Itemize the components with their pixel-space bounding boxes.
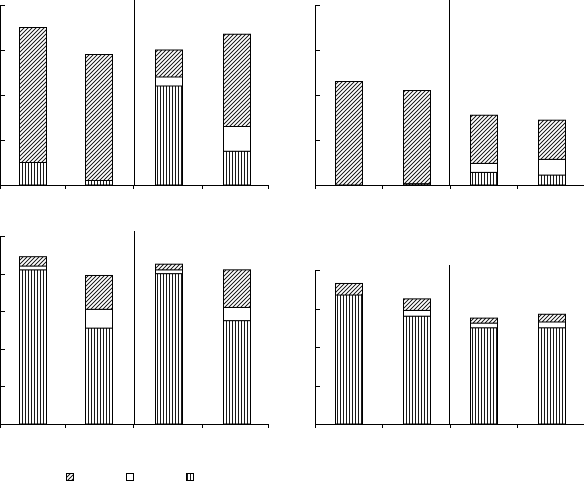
bar-segment-vertical-lines (85, 327, 113, 425)
stacked-bar (19, 27, 47, 186)
bar-segment-vertical-lines (403, 315, 431, 425)
bar-segment-diagonal-hatch (19, 27, 47, 163)
bar-segment-diagonal-hatch (335, 282, 363, 296)
bar-segment-open (223, 126, 251, 152)
legend-swatch (126, 473, 134, 481)
bar-segment-open (223, 306, 251, 322)
chart-panel-bottom-right (315, 265, 584, 428)
stacked-bar (403, 298, 431, 425)
chart-panel-bottom-left (0, 231, 269, 428)
bar-segment-vertical-lines (223, 150, 251, 186)
bar-segment-open (470, 322, 498, 329)
bar-segment-vertical-lines (470, 171, 498, 186)
stacked-bar (335, 81, 363, 186)
bar-segment-open (470, 162, 498, 173)
legend (66, 473, 194, 481)
legend-entry-open (126, 473, 134, 481)
bar-segment-vertical-lines (155, 273, 183, 425)
legend-swatch (186, 473, 194, 481)
stacked-bar (335, 282, 363, 425)
bar-segment-open (85, 308, 113, 329)
chart-panels (0, 0, 584, 428)
legend-swatch (66, 473, 74, 481)
chart-panel-top-left (0, 0, 269, 189)
bar-segment-vertical-lines (19, 162, 47, 186)
bar-segment-open (155, 76, 183, 87)
bar-segment-open (155, 269, 183, 275)
bar-segment-diagonal-hatch (403, 298, 431, 311)
bar-segment-diagonal-hatch (538, 313, 566, 323)
bar-segment-diagonal-hatch (85, 274, 113, 310)
stacked-bar (223, 33, 251, 186)
bar-segment-diagonal-hatch (19, 256, 47, 267)
stacked-bar (538, 313, 566, 425)
bar-segment-diagonal-hatch (155, 263, 183, 271)
bar-segment-diagonal-hatch (403, 90, 431, 185)
chart-panel-top-right (315, 0, 584, 189)
bar-segment-diagonal-hatch (470, 317, 498, 324)
bar-segment-diagonal-hatch (223, 33, 251, 127)
bar-segment-vertical-lines (538, 174, 566, 186)
bar-segment-diagonal-hatch (223, 269, 251, 308)
bar-segment-open (403, 309, 431, 317)
bar-segment-vertical-lines (155, 85, 183, 186)
bar-segment-diagonal-hatch (470, 114, 498, 164)
bar-segment-open (19, 265, 47, 271)
bar-segment-diagonal-hatch (538, 119, 566, 160)
bar-segment-diagonal-hatch (335, 81, 363, 186)
stacked-bar (155, 49, 183, 186)
stacked-bar (470, 317, 498, 425)
stacked-bar (403, 90, 431, 186)
bar-segment-vertical-lines (538, 327, 566, 425)
stacked-bar (85, 274, 113, 425)
bar-segment-diagonal-hatch (155, 49, 183, 78)
stacked-bar (19, 256, 47, 425)
legend-entry-vertical-lines (186, 473, 194, 481)
bar-segment-open (538, 158, 566, 176)
bar-segment-vertical-lines (223, 320, 251, 425)
stacked-bar (470, 114, 498, 186)
stacked-bar (155, 263, 183, 425)
bar-segment-vertical-lines (19, 269, 47, 425)
bar-segment-diagonal-hatch (85, 54, 113, 181)
bar-segment-vertical-lines (85, 180, 113, 186)
bar-segment-vertical-lines (470, 327, 498, 425)
stacked-bar (538, 119, 566, 186)
bar-segment-vertical-lines (335, 294, 363, 425)
bar-segment-open (538, 321, 566, 329)
stacked-bar (85, 54, 113, 186)
legend-entry-diagonal-hatch (66, 473, 74, 481)
stacked-bar (223, 269, 251, 425)
